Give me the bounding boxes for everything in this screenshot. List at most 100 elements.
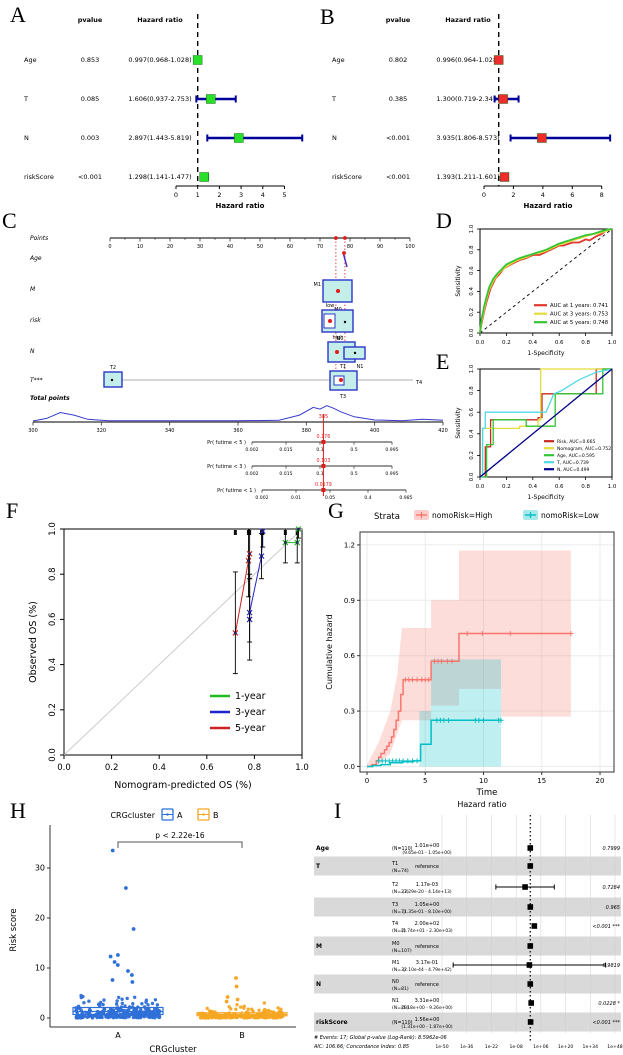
row-n: (N=110) bbox=[392, 846, 413, 852]
outlier-point bbox=[110, 848, 115, 853]
row-sublabel: T2 bbox=[391, 882, 398, 888]
jitter-point bbox=[269, 1014, 274, 1018]
points-tick-label: 80 bbox=[347, 244, 353, 250]
panel-c-label: C bbox=[2, 208, 17, 233]
y-tick-label: 1.0 bbox=[469, 224, 475, 233]
y-tick-label: 0.0 bbox=[344, 763, 355, 771]
row-estimate: reference bbox=[415, 982, 439, 988]
y-tick-label: 0 bbox=[40, 1014, 45, 1023]
row-pvalue: <0.001 bbox=[78, 173, 102, 181]
jitter-point bbox=[257, 1008, 261, 1012]
jitter-point bbox=[276, 1011, 280, 1016]
t3-label: T3 bbox=[339, 394, 346, 400]
row-ci: (1.74e+01 - 2.30e+03) bbox=[401, 928, 453, 934]
prob-red-marker bbox=[321, 464, 326, 468]
y-axis-title: Observed OS (%) bbox=[28, 601, 39, 683]
hr-marker bbox=[527, 943, 534, 949]
y-tick-label: 0.6 bbox=[469, 266, 475, 275]
row-sublabel: M0 bbox=[392, 941, 400, 947]
jitter-point bbox=[157, 1009, 161, 1013]
legend-entry: B bbox=[213, 811, 219, 820]
jitter-point bbox=[80, 1010, 85, 1015]
points-tick-label: 40 bbox=[227, 244, 233, 250]
risk-low-label: low bbox=[326, 303, 335, 309]
jitter-point bbox=[119, 1005, 124, 1009]
x-tick-label: 1.0 bbox=[608, 484, 617, 490]
row-estimate: reference bbox=[415, 864, 439, 870]
confidence-band-nomoRisk=Low bbox=[419, 659, 501, 767]
col-header-pvalue: pvalue bbox=[78, 16, 103, 24]
panel-f-label: F bbox=[6, 498, 19, 523]
chart-title: Hazard ratio bbox=[457, 800, 506, 809]
jitter-point bbox=[236, 1014, 240, 1018]
jitter-point bbox=[87, 1012, 91, 1017]
jitter-point bbox=[204, 1013, 209, 1018]
jitter-point bbox=[79, 1008, 83, 1012]
prob-tick-label: 0.01 bbox=[291, 495, 301, 501]
jitter-point bbox=[150, 1010, 154, 1014]
row-sublabel: N1 bbox=[392, 998, 399, 1004]
jitter-point bbox=[82, 1014, 86, 1018]
significance-bracket bbox=[117, 841, 243, 848]
jitter-point bbox=[153, 1007, 157, 1011]
jitter-point bbox=[157, 1014, 162, 1019]
x-tick-label: 0.0 bbox=[476, 340, 485, 346]
jitter-point bbox=[79, 995, 84, 1000]
hr-marker bbox=[531, 923, 538, 929]
jitter-point bbox=[216, 1015, 220, 1019]
panel-a-univariate-forest-plot: pvalue Hazard ratio Age 0.853 0.997(0.968-1.… bbox=[23, 14, 304, 210]
roc-curve-t bbox=[480, 368, 613, 478]
row-n: (N=110) bbox=[392, 1020, 413, 1026]
total-tick-label: 300 bbox=[28, 428, 38, 434]
zebra-band bbox=[314, 856, 621, 876]
jitter-point bbox=[119, 1014, 123, 1018]
jitter-point bbox=[239, 1005, 243, 1009]
points-tick-label: 0 bbox=[108, 244, 111, 250]
row-pvalue: <0.001 bbox=[386, 173, 410, 181]
total-tick-label: 360 bbox=[233, 428, 243, 434]
row-label-m: M bbox=[30, 286, 36, 293]
diagonal-reference bbox=[479, 228, 613, 334]
jitter-point bbox=[74, 1009, 79, 1013]
x-tick-label: 4 bbox=[261, 191, 265, 199]
age-red-marker bbox=[342, 251, 346, 255]
jitter-point bbox=[93, 1013, 97, 1017]
jitter-point bbox=[105, 1012, 109, 1017]
x-tick-label: 1e-08 bbox=[510, 1044, 523, 1050]
jitter-point bbox=[125, 1013, 130, 1018]
x-tick-label: 4 bbox=[541, 191, 545, 199]
legend-entry: Nomogram, AUC=0.752 bbox=[557, 446, 611, 452]
jitter-point bbox=[267, 1014, 271, 1018]
point-dot bbox=[261, 529, 265, 533]
y-tick-label: 0.8 bbox=[469, 386, 475, 395]
row-label: T bbox=[316, 863, 321, 870]
prob-tick-label: 0.015 bbox=[279, 471, 292, 477]
jitter-point bbox=[248, 1015, 253, 1019]
zebra-band bbox=[314, 1012, 621, 1032]
jitter-point bbox=[232, 1014, 236, 1019]
jitter-point bbox=[223, 1015, 228, 1019]
jitter-point bbox=[207, 1016, 211, 1020]
jitter-point bbox=[208, 1010, 212, 1014]
jitter-point bbox=[219, 1015, 223, 1019]
points-tick-label: 30 bbox=[197, 244, 203, 250]
x-tick-label: 0.4 bbox=[528, 340, 537, 346]
row-label: riskScore bbox=[24, 173, 54, 181]
row-hr-ci: 1.300(0.719-2.349) bbox=[436, 95, 499, 103]
outlier-point bbox=[234, 984, 239, 989]
hazard-step-curve-nomoRisk=Low bbox=[367, 719, 501, 768]
jitter-point bbox=[117, 995, 121, 1000]
jitter-point bbox=[127, 1005, 132, 1009]
jitter-point bbox=[139, 1007, 143, 1011]
outlier-point bbox=[224, 999, 229, 1004]
legend-entry: N, AUC=0.499 bbox=[557, 467, 590, 473]
outlier-point bbox=[234, 976, 238, 980]
jitter-point bbox=[82, 1001, 86, 1005]
jitter-point bbox=[110, 1010, 114, 1015]
legend-key-dot bbox=[202, 813, 205, 816]
jitter-point bbox=[131, 1005, 135, 1009]
jitter-point bbox=[155, 1003, 160, 1007]
row-label: N bbox=[24, 134, 29, 142]
row-sublabel: N0 bbox=[392, 979, 399, 985]
